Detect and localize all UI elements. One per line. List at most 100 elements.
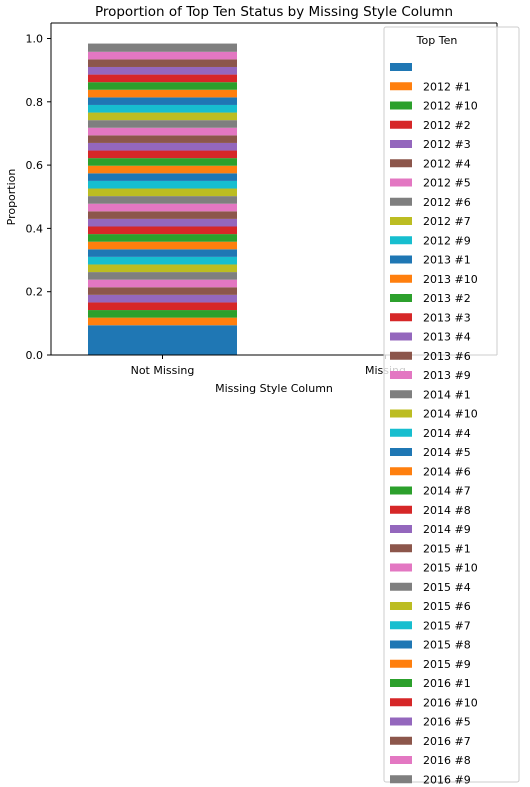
- legend-swatch: [390, 544, 412, 553]
- legend-swatch: [390, 178, 412, 187]
- bar-segment: [88, 272, 237, 280]
- legend-label: 2012 #3: [423, 138, 471, 151]
- legend-label: 2014 #5: [423, 446, 471, 459]
- bar-segment: [88, 51, 237, 60]
- legend-label: 2015 #7: [423, 619, 471, 632]
- bar-segment: [88, 165, 237, 174]
- legend-title: Top Ten: [416, 34, 458, 47]
- y-tick-label: 1.0: [26, 33, 44, 46]
- y-tick-label: 0.6: [26, 159, 44, 172]
- legend-swatch: [390, 679, 412, 687]
- legend-swatch: [390, 236, 412, 245]
- legend-swatch: [390, 717, 412, 726]
- bar-segment: [88, 196, 237, 204]
- bar-segment: [88, 241, 237, 250]
- legend-swatch: [390, 82, 412, 91]
- legend-label: 2015 #1: [423, 542, 471, 555]
- legend-label: 2015 #8: [423, 639, 471, 652]
- chart-title: Proportion of Top Ten Status by Missing …: [95, 4, 453, 20]
- legend-label: 2015 #9: [423, 658, 471, 671]
- bar-segment: [88, 180, 237, 189]
- legend-swatch: [390, 409, 412, 418]
- bar-segment: [88, 287, 237, 295]
- legend-swatch: [390, 582, 412, 591]
- bar-segment: [88, 256, 237, 265]
- legend-label: 2016 #10: [423, 696, 478, 709]
- legend-label: 2013 #2: [423, 292, 471, 305]
- legend-label: 2015 #4: [423, 581, 471, 594]
- bar-segment: [88, 127, 237, 136]
- legend-label: 2014 #7: [423, 485, 471, 498]
- bar-segment: [88, 226, 237, 235]
- legend-swatch: [390, 698, 412, 707]
- bar-segment: [88, 218, 237, 227]
- legend-label: 2014 #4: [423, 427, 471, 440]
- legend-swatch: [390, 197, 412, 206]
- bar-segment: [88, 142, 237, 151]
- y-tick-label: 0.0: [26, 349, 44, 362]
- legend-swatch: [390, 563, 412, 572]
- legend-swatch: [390, 159, 412, 168]
- legend-swatch: [390, 313, 412, 322]
- legend-swatch: [390, 525, 412, 533]
- y-axis-label: Proportion: [5, 169, 18, 226]
- bar-segment: [88, 82, 237, 90]
- legend-label: 2013 #3: [423, 311, 471, 324]
- legend-swatch: [390, 294, 412, 302]
- legend-swatch: [390, 371, 412, 379]
- legend-label: 2014 #10: [423, 408, 478, 421]
- legend-swatch: [390, 448, 412, 456]
- x-tick-label: Not Missing: [131, 364, 195, 377]
- legend-swatch: [390, 390, 412, 399]
- bar-segment: [88, 203, 237, 212]
- bar-segment: [88, 249, 237, 257]
- legend-swatch: [390, 736, 412, 745]
- bar-segment: [88, 302, 237, 311]
- legend-swatch: [390, 659, 412, 668]
- legend-swatch: [390, 274, 412, 283]
- bar-segment: [88, 89, 237, 98]
- bar-segment: [88, 74, 237, 83]
- bar-segment: [88, 158, 237, 166]
- legend-label: 2012 #10: [423, 100, 478, 113]
- legend-swatch: [390, 255, 412, 264]
- legend-swatch: [390, 140, 412, 148]
- legend-swatch: [390, 621, 412, 630]
- legend-label: 2016 #5: [423, 716, 471, 729]
- legend-label: 2016 #7: [423, 735, 471, 748]
- legend-swatch: [390, 486, 412, 495]
- bar-segment: [88, 120, 237, 128]
- bar-segment: [88, 188, 237, 197]
- bar-segment: [88, 150, 237, 159]
- bar-segment: [88, 59, 237, 67]
- bar-segment: [88, 325, 237, 355]
- y-tick-label: 0.8: [26, 96, 44, 109]
- legend-swatch: [390, 63, 412, 71]
- bar-segment: [88, 66, 237, 75]
- bar-segment: [88, 317, 237, 326]
- bar-segment: [88, 294, 237, 303]
- bar-segment: [88, 310, 237, 318]
- legend-swatch: [390, 217, 412, 225]
- legend-label: 2016 #8: [423, 754, 471, 767]
- legend-swatch: [390, 101, 412, 110]
- bar-segment: [88, 104, 237, 113]
- legend-label: 2016 #1: [423, 677, 471, 690]
- legend: Top Ten 2012 #1 2012 #10 2012 #2 2012 #3 201…: [383, 26, 520, 786]
- legend-label: 2015 #10: [423, 562, 478, 575]
- bar-segment: [88, 43, 237, 52]
- legend-label: 2012 #9: [423, 234, 471, 247]
- legend-label: 2013 #6: [423, 350, 471, 363]
- legend-swatch: [390, 428, 412, 437]
- legend-swatch: [390, 775, 412, 784]
- legend-label: 2013 #1: [423, 254, 471, 267]
- legend-swatch: [390, 640, 412, 649]
- legend-swatch: [390, 505, 412, 514]
- bar-segment: [88, 97, 237, 105]
- legend-label: 2014 #8: [423, 504, 471, 517]
- legend-label: 2012 #5: [423, 177, 471, 190]
- y-tick-label: 0.2: [26, 286, 44, 299]
- bar-segment: [88, 112, 237, 121]
